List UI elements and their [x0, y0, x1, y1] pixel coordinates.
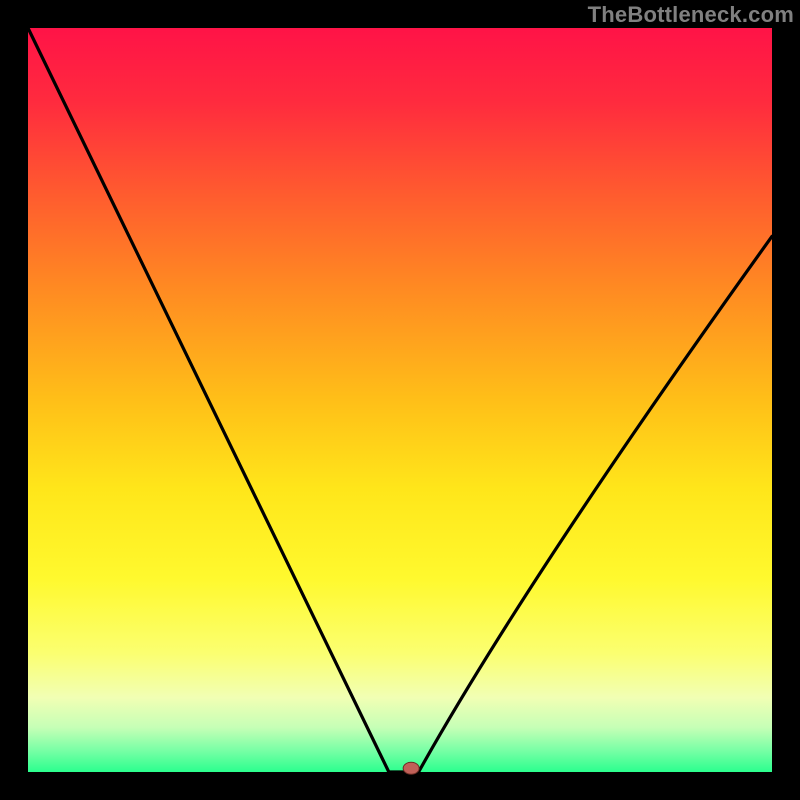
plot-gradient	[28, 28, 772, 772]
watermark-text: TheBottleneck.com	[588, 2, 794, 28]
bottleneck-chart	[0, 0, 800, 800]
current-config-marker	[403, 762, 419, 774]
